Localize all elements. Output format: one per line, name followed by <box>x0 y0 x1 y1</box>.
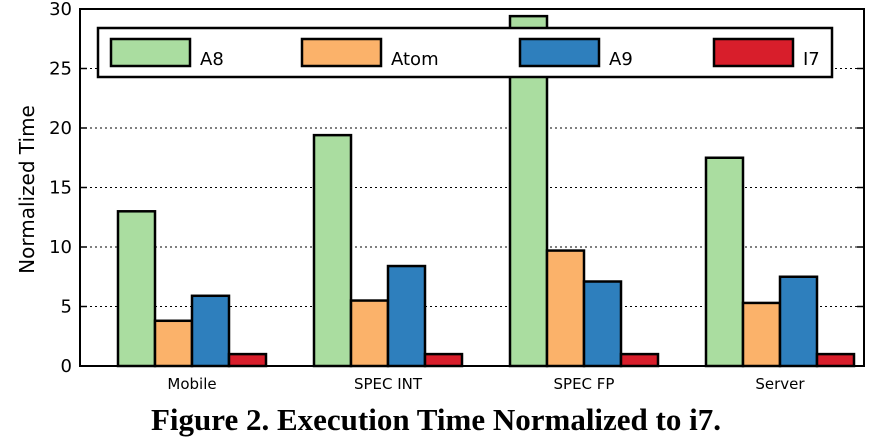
x-tick-label: Server <box>755 375 805 393</box>
legend-swatch-atom <box>300 37 383 68</box>
bar-a9-mobile <box>190 294 231 368</box>
bar-a8-server <box>704 156 745 368</box>
bar-i7-server <box>815 352 856 368</box>
bar-a8-mobile <box>116 210 157 368</box>
y-tick-label: 30 <box>49 0 72 20</box>
x-tick-label: SPEC FP <box>554 375 615 393</box>
bar-atom-spec-fp <box>545 249 586 368</box>
x-axis-labels: Mobile SPEC INT SPEC FP Server <box>167 375 805 393</box>
y-tick-label: 20 <box>49 118 72 139</box>
bar-chart: 0 5 10 15 20 25 30 Mobile SPEC INT SPEC FP Server… <box>15 0 865 393</box>
plot-frame <box>79 8 865 367</box>
bar-i7-mobile <box>227 352 268 368</box>
legend-box <box>96 26 834 79</box>
y-tick-label: 10 <box>49 237 72 258</box>
bar-atom-mobile <box>153 319 194 368</box>
y-axis-title: Normalized Time <box>15 105 39 274</box>
figure-caption: Figure 2. Execution Time Normalized to i… <box>150 402 721 437</box>
bar-a9-spec-fp <box>582 280 623 368</box>
legend-swatch-i7 <box>712 37 795 68</box>
y-tick-label: 5 <box>61 297 72 318</box>
legend-swatch-a9 <box>518 37 601 68</box>
y-tick-label: 25 <box>49 59 72 80</box>
legend-label-a9: A9 <box>609 49 633 70</box>
x-tick-label: SPEC INT <box>354 375 423 393</box>
y-tick-label: 15 <box>49 178 72 199</box>
x-tick-label: Mobile <box>167 375 216 393</box>
legend: A8 Atom A9 I7 <box>96 26 834 79</box>
bar-a8-spec-int <box>312 133 353 368</box>
legend-swatch-a8 <box>109 37 192 68</box>
y-tick-label: 0 <box>61 356 72 377</box>
bars <box>116 14 856 368</box>
legend-label-atom: Atom <box>391 49 439 70</box>
bar-i7-spec-int <box>423 352 464 368</box>
legend-label-a8: A8 <box>200 49 224 70</box>
y-axis-ticks: 0 5 10 15 20 25 30 <box>49 0 864 377</box>
bar-a9-spec-int <box>386 264 427 368</box>
bar-atom-server <box>741 301 782 368</box>
legend-label-i7: I7 <box>803 49 820 70</box>
bar-i7-spec-fp <box>619 352 660 368</box>
bar-atom-spec-int <box>349 299 390 368</box>
bar-a9-server <box>778 275 819 368</box>
gridlines <box>80 68 864 307</box>
